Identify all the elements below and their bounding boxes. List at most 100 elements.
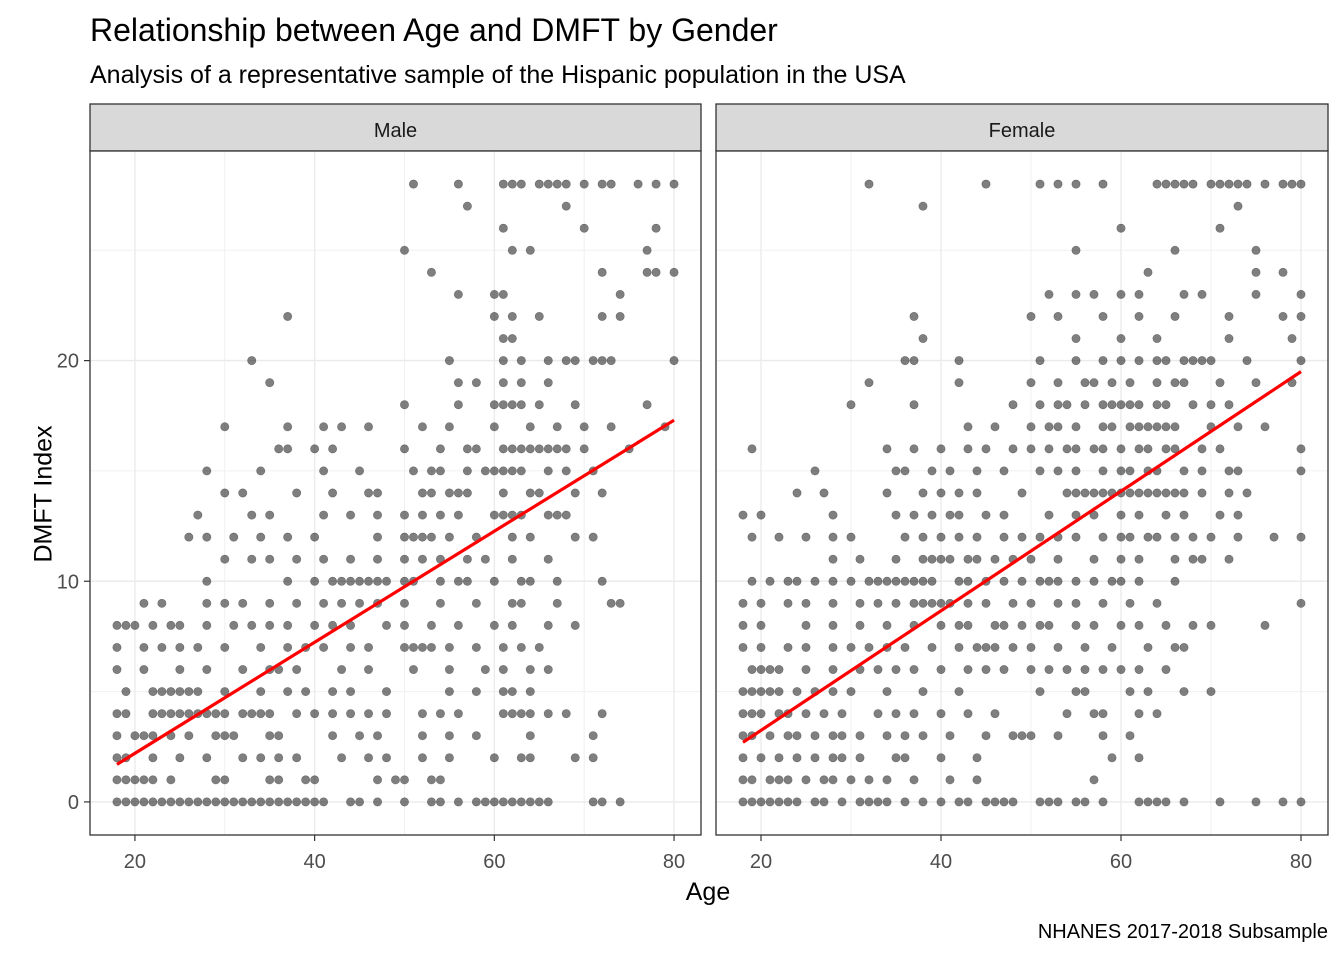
plot-panel <box>90 151 701 835</box>
data-point <box>346 797 356 807</box>
data-point <box>1296 311 1306 321</box>
data-point <box>1260 620 1270 630</box>
data-point <box>1026 311 1036 321</box>
data-point <box>408 466 418 476</box>
data-point <box>738 731 748 741</box>
data-point <box>1233 179 1243 189</box>
data-point <box>346 576 356 586</box>
data-point <box>1152 532 1162 542</box>
data-point <box>747 687 757 697</box>
data-point <box>489 400 499 410</box>
data-point <box>891 466 901 476</box>
data-point <box>1008 444 1018 454</box>
data-point <box>525 709 535 719</box>
data-point <box>792 797 802 807</box>
data-point <box>597 356 607 366</box>
data-point <box>900 753 910 763</box>
data-point <box>507 400 517 410</box>
data-point <box>337 422 347 432</box>
data-point <box>936 797 946 807</box>
data-point <box>1026 731 1036 741</box>
data-point <box>765 687 775 697</box>
data-point <box>1080 687 1090 697</box>
data-point <box>238 488 248 498</box>
data-point <box>1170 378 1180 388</box>
data-point <box>1017 620 1027 630</box>
data-point <box>193 687 203 697</box>
data-point <box>355 598 365 608</box>
data-point <box>1188 620 1198 630</box>
data-point <box>489 422 499 432</box>
data-point <box>426 267 436 277</box>
data-point <box>525 797 535 807</box>
data-point <box>426 797 436 807</box>
data-point <box>283 620 293 630</box>
data-point <box>900 576 910 586</box>
data-point <box>1287 179 1297 189</box>
data-point <box>453 289 463 299</box>
data-point <box>738 797 748 807</box>
data-point <box>211 731 221 741</box>
data-point <box>1053 466 1063 476</box>
data-point <box>184 532 194 542</box>
data-point <box>373 797 383 807</box>
data-point <box>319 466 329 476</box>
data-point <box>579 422 589 432</box>
data-point <box>220 687 230 697</box>
data-point <box>265 709 275 719</box>
panel-border <box>715 150 1329 836</box>
data-point <box>918 731 928 741</box>
data-point <box>615 289 625 299</box>
data-point <box>1224 311 1234 321</box>
data-point <box>1053 311 1063 321</box>
data-point <box>1035 179 1045 189</box>
data-point <box>310 709 320 719</box>
data-point <box>382 620 392 630</box>
data-point <box>615 797 625 807</box>
data-point <box>525 753 535 763</box>
data-point <box>1089 378 1099 388</box>
data-point <box>1170 311 1180 321</box>
data-point <box>399 245 409 255</box>
data-point <box>247 356 257 366</box>
data-point <box>882 797 892 807</box>
data-point <box>202 665 212 675</box>
data-point <box>1296 444 1306 454</box>
data-point <box>444 665 454 675</box>
data-point <box>444 642 454 652</box>
data-point <box>1188 356 1198 366</box>
data-point <box>828 687 838 697</box>
data-point <box>963 422 973 432</box>
data-point <box>534 400 544 410</box>
data-point <box>166 620 176 630</box>
data-point <box>954 797 964 807</box>
data-point <box>669 179 679 189</box>
data-point <box>783 598 793 608</box>
data-point <box>292 665 302 675</box>
data-point <box>819 709 829 719</box>
data-point <box>1017 532 1027 542</box>
facet-strip <box>89 103 702 152</box>
data-point <box>489 576 499 586</box>
data-point <box>498 510 508 520</box>
data-point <box>918 687 928 697</box>
data-point <box>927 554 937 564</box>
data-point <box>900 731 910 741</box>
data-point <box>148 775 158 785</box>
data-point <box>1143 642 1153 652</box>
data-point <box>373 510 383 520</box>
data-point <box>184 797 194 807</box>
data-point <box>112 709 122 719</box>
data-point <box>828 642 838 652</box>
data-point <box>747 444 757 454</box>
data-point <box>283 422 293 432</box>
data-point <box>552 179 562 189</box>
data-point <box>435 775 445 785</box>
data-point <box>570 753 580 763</box>
data-point <box>238 709 248 719</box>
data-point <box>112 620 122 630</box>
data-point <box>918 334 928 344</box>
data-point <box>588 532 598 542</box>
data-point <box>471 642 481 652</box>
data-point <box>1197 356 1207 366</box>
